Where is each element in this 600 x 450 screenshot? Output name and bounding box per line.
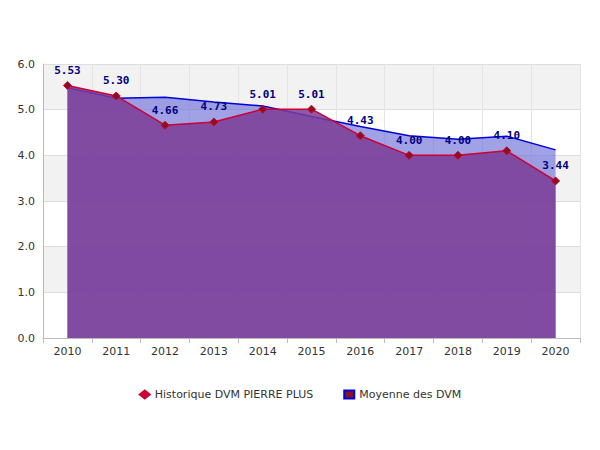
- svg-text:2019: 2019: [493, 345, 521, 358]
- svg-text:6.0: 6.0: [18, 58, 36, 71]
- svg-text:5.53: 5.53: [54, 64, 81, 77]
- svg-text:5.30: 5.30: [103, 74, 129, 87]
- svg-text:4.00: 4.00: [445, 134, 472, 147]
- svg-text:4.73: 4.73: [201, 100, 228, 113]
- svg-text:4.00: 4.00: [396, 134, 423, 147]
- svg-text:2013: 2013: [200, 345, 228, 358]
- svg-text:0.0: 0.0: [18, 332, 36, 345]
- svg-text:2011: 2011: [102, 345, 130, 358]
- svg-text:2010: 2010: [53, 345, 81, 358]
- svg-text:2020: 2020: [542, 345, 570, 358]
- svg-text:2018: 2018: [444, 345, 472, 358]
- svg-text:2016: 2016: [346, 345, 374, 358]
- svg-text:1.0: 1.0: [18, 286, 36, 299]
- svg-text:2015: 2015: [298, 345, 326, 358]
- svg-text:4.66: 4.66: [152, 104, 179, 117]
- svg-text:3.44: 3.44: [542, 159, 569, 172]
- svg-text:4.43: 4.43: [347, 114, 374, 127]
- svg-text:5.01: 5.01: [298, 88, 325, 101]
- svg-text:2012: 2012: [151, 345, 179, 358]
- svg-text:3.0: 3.0: [18, 195, 36, 208]
- svg-text:2.0: 2.0: [18, 240, 36, 253]
- svg-text:4.0: 4.0: [18, 149, 36, 162]
- svg-text:5.01: 5.01: [249, 88, 276, 101]
- svg-text:4.10: 4.10: [494, 129, 521, 142]
- svg-text:5.0: 5.0: [18, 103, 36, 116]
- svg-text:Moyenne des DVM: Moyenne des DVM: [359, 388, 461, 401]
- svg-text:Historique DVM PIERRE PLUS: Historique DVM PIERRE PLUS: [155, 388, 314, 401]
- svg-text:2014: 2014: [249, 345, 277, 358]
- svg-text:2017: 2017: [395, 345, 423, 358]
